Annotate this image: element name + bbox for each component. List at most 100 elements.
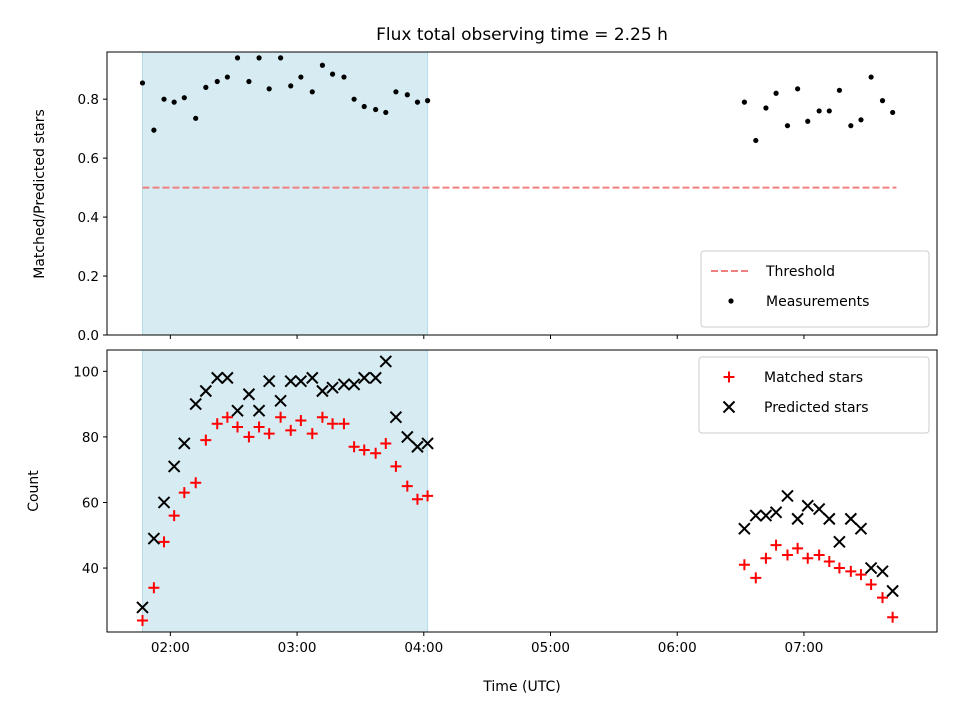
data-point xyxy=(285,424,297,436)
data-point xyxy=(211,371,224,385)
data-point xyxy=(792,542,804,554)
data-point xyxy=(358,371,371,385)
data-point xyxy=(224,74,230,80)
data-point xyxy=(199,384,213,398)
data-point xyxy=(802,552,814,564)
data-point xyxy=(319,62,326,68)
data-point xyxy=(750,572,762,584)
data-point xyxy=(327,418,339,430)
data-point xyxy=(275,411,287,423)
x-tick-label: 07:00 xyxy=(784,640,823,656)
data-point xyxy=(316,411,328,423)
top-panel-y-axis-label: Matched/Predicted stars xyxy=(32,109,48,279)
series-predicted-stars xyxy=(136,355,899,614)
data-point xyxy=(854,522,868,535)
legend-box xyxy=(700,250,930,328)
data-point xyxy=(178,487,190,499)
legend-label: Predicted stars xyxy=(764,400,869,416)
data-point xyxy=(151,127,157,133)
data-point xyxy=(791,512,804,526)
data-point xyxy=(148,582,160,594)
data-point xyxy=(379,355,392,368)
data-point xyxy=(784,123,791,129)
data-point xyxy=(816,108,822,114)
data-point xyxy=(168,510,180,522)
x-axis-label: Time (UTC) xyxy=(482,679,560,695)
data-point xyxy=(231,404,244,417)
data-point xyxy=(147,532,161,545)
data-point xyxy=(865,578,877,590)
ratio-panel: 0.0 0.2 0.4 0.6 0.8 Threshold Measurements xyxy=(78,51,938,344)
y-tick-label: 0.6 xyxy=(78,151,99,167)
data-point xyxy=(801,499,814,512)
data-point xyxy=(823,512,836,526)
data-point xyxy=(294,374,308,388)
y-tick-label: 0.2 xyxy=(78,269,99,285)
data-point xyxy=(886,584,899,598)
data-point xyxy=(389,411,403,424)
data-point xyxy=(836,87,843,93)
data-point xyxy=(178,437,191,450)
data-point xyxy=(253,421,265,433)
data-point xyxy=(741,99,747,105)
data-point xyxy=(243,431,255,443)
data-point xyxy=(263,428,275,440)
data-point xyxy=(369,371,382,385)
data-point xyxy=(274,394,287,408)
axes-frame xyxy=(106,51,938,336)
data-point xyxy=(246,78,252,85)
data-point xyxy=(848,123,854,129)
legend: Matched stars Predicted stars xyxy=(698,356,930,434)
data-point xyxy=(855,569,867,581)
data-point xyxy=(781,489,794,503)
data-point xyxy=(242,388,256,401)
axes-frame xyxy=(106,349,938,633)
data-point xyxy=(347,378,361,391)
data-point xyxy=(759,509,773,522)
series-matched-stars xyxy=(136,411,899,627)
data-point xyxy=(749,509,763,522)
data-point xyxy=(232,421,244,433)
data-point xyxy=(221,411,233,423)
data-point xyxy=(823,556,835,567)
data-point xyxy=(348,441,360,453)
data-point xyxy=(361,103,367,110)
data-point xyxy=(760,552,772,564)
data-point xyxy=(189,397,202,411)
data-point xyxy=(171,99,177,105)
data-point xyxy=(404,92,410,98)
data-point xyxy=(876,565,889,578)
data-point xyxy=(309,89,315,95)
data-point xyxy=(329,71,336,77)
data-point xyxy=(157,496,171,509)
data-point xyxy=(414,99,421,105)
data-point xyxy=(266,86,272,92)
legend-box xyxy=(698,356,930,434)
data-point xyxy=(383,109,389,116)
data-point xyxy=(401,430,414,444)
y-tick-label: 40 xyxy=(82,561,99,577)
data-point xyxy=(813,549,825,561)
data-point xyxy=(411,440,424,453)
data-point xyxy=(214,78,220,85)
data-point xyxy=(858,117,864,123)
y-tick-label: 80 xyxy=(82,430,99,446)
y-tick-label: 0.8 xyxy=(78,92,99,108)
data-point xyxy=(393,89,399,95)
data-point xyxy=(763,105,769,111)
data-point xyxy=(190,477,202,489)
legend-label: Measurements xyxy=(766,294,869,310)
data-point xyxy=(136,615,148,627)
data-point xyxy=(795,86,801,92)
data-point xyxy=(864,561,878,575)
x-tick-label: 02:00 xyxy=(151,640,190,656)
data-point xyxy=(221,371,234,385)
data-point xyxy=(421,437,434,450)
x-tick-label: 05:00 xyxy=(531,640,570,656)
x-tick-label: 04:00 xyxy=(404,640,443,656)
data-point xyxy=(879,98,886,104)
legend-label: Matched stars xyxy=(764,370,863,386)
data-point xyxy=(390,460,402,472)
data-point xyxy=(373,106,379,113)
